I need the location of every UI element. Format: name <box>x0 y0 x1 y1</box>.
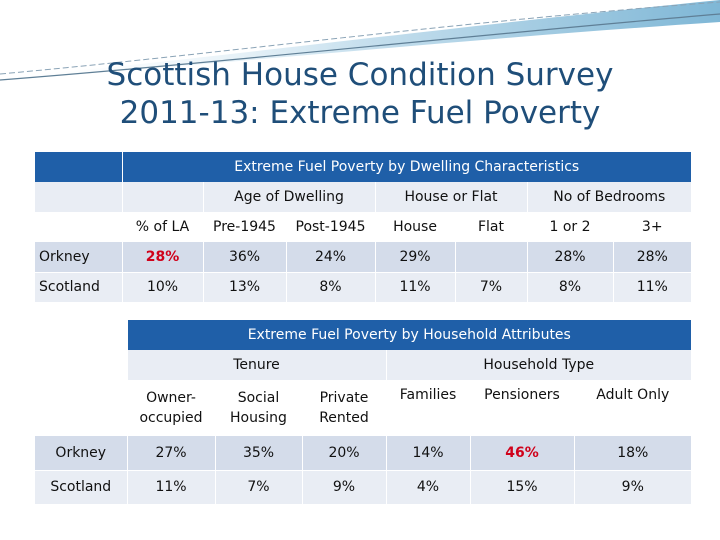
title-line-1: Scottish House Condition Survey <box>106 57 614 93</box>
group-age-of-dwelling: Age of Dwelling <box>202 182 375 213</box>
col-header: Pensioners <box>469 380 574 436</box>
table-cell: 28% <box>612 242 691 273</box>
table-cell: 18% <box>573 436 692 471</box>
table-cell: 29% <box>374 242 455 273</box>
table-cell: 4% <box>385 470 470 504</box>
col-header: Flat <box>454 212 527 242</box>
group-tenure: Tenure <box>126 350 386 381</box>
dwelling-characteristics-table: Extreme Fuel Poverty by Dwelling Charact… <box>35 152 691 302</box>
table-cell: 35% <box>214 436 302 471</box>
table-row: Scotland 10% 13% 8% 11% 7% 8% 11% <box>35 272 691 302</box>
table-cell: 20% <box>301 436 386 471</box>
table-cell: 28% <box>526 242 613 273</box>
col-header: Adult Only <box>573 380 692 436</box>
table-cell: 28% <box>121 242 203 273</box>
table1-heading: Extreme Fuel Poverty by Dwelling Charact… <box>121 152 691 182</box>
table-cell: 11% <box>374 272 455 302</box>
group-household-type: Household Type <box>385 350 692 381</box>
row-label: Orkney <box>35 242 122 273</box>
table-cell: 8% <box>526 272 613 302</box>
col-header: Social Housing <box>214 380 302 436</box>
table-cell: 14% <box>385 436 470 471</box>
table-cell: 9% <box>301 470 386 504</box>
table-cell: 36% <box>202 242 286 273</box>
col-header: 3+ <box>612 212 691 242</box>
table-cell: 9% <box>573 470 692 504</box>
table-cell: 46% <box>469 436 574 471</box>
table-cell: 10% <box>121 272 203 302</box>
table-row: Orkney 27% 35% 20% 14% 46% 18% <box>35 436 692 471</box>
table-cell <box>454 242 527 273</box>
table-cell: 7% <box>454 272 527 302</box>
table-cell: 15% <box>469 470 574 504</box>
row-label: Orkney <box>35 436 127 471</box>
col-header: Families <box>385 380 470 436</box>
table-cell: 11% <box>612 272 691 302</box>
col-header: Post-1945 <box>285 212 375 242</box>
table-cell: 13% <box>202 272 286 302</box>
col-header: Pre-1945 <box>202 212 286 242</box>
slide-title: Scottish House Condition Survey 2011-13:… <box>60 56 660 132</box>
table-row: Orkney 28% 36% 24% 29% 28% 28% <box>35 242 691 273</box>
table-cell: 8% <box>285 272 375 302</box>
group-house-or-flat: House or Flat <box>374 182 527 213</box>
col-header: Private Rented <box>301 380 386 436</box>
title-line-2: 2011-13: Extreme Fuel Poverty <box>119 95 601 131</box>
col-header: 1 or 2 <box>526 212 613 242</box>
col-header: Owner-occupied <box>126 380 215 436</box>
household-attributes-table: Extreme Fuel Poverty by Household Attrib… <box>35 320 692 504</box>
table-cell: 11% <box>126 470 215 504</box>
group-no-of-bedrooms: No of Bedrooms <box>526 182 691 213</box>
table-cell: 7% <box>214 470 302 504</box>
table-row: Scotland 11% 7% 9% 4% 15% 9% <box>35 470 692 504</box>
table2-heading: Extreme Fuel Poverty by Household Attrib… <box>126 320 692 350</box>
header-corner <box>35 152 122 182</box>
col-header: House <box>374 212 455 242</box>
table-cell: 27% <box>126 436 215 471</box>
row-label: Scotland <box>35 272 122 302</box>
row-label: Scotland <box>35 470 127 504</box>
table-cell: 24% <box>285 242 375 273</box>
col-header: % of LA <box>121 212 203 242</box>
decorative-swoosh <box>0 0 720 81</box>
